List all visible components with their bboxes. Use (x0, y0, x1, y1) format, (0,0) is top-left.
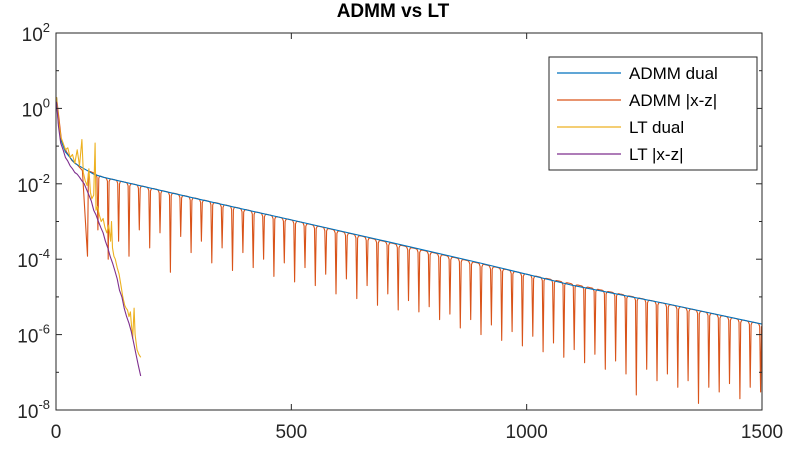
series-line-admm-dual (56, 97, 762, 325)
x-tick-label: 500 (275, 422, 307, 443)
chart-title: ADMM vs LT (336, 1, 450, 22)
y-tick-label: 10-2 (17, 171, 50, 197)
y-tick-label: 10-6 (17, 322, 50, 348)
legend-label: ADMM |x-z| (629, 91, 717, 110)
x-tick-label: 1500 (741, 422, 783, 443)
y-tick-label: 102 (22, 20, 50, 46)
legend-label: ADMM dual (629, 64, 718, 83)
x-tick-label: 1000 (506, 422, 548, 443)
legend-box (548, 56, 758, 171)
legend-label: LT |x-z| (629, 145, 684, 164)
series-line-lt-dual (56, 97, 142, 358)
x-tick-label: 0 (51, 422, 62, 443)
y-tick-label: 10-4 (17, 246, 50, 272)
legend-label: LT dual (629, 118, 684, 137)
ticks-layer: 0 500 1000 1500 102 100 10-2 10-4 10-6 10-8 (17, 20, 783, 443)
series-layer (56, 97, 762, 404)
y-tick-label: 100 (22, 95, 50, 121)
series-line-lt-x-z (56, 101, 142, 377)
y-tick-label: 10-8 (17, 397, 50, 423)
legend: ADMM dual ADMM |x-z| LT dual LT |x-z| (548, 56, 758, 171)
